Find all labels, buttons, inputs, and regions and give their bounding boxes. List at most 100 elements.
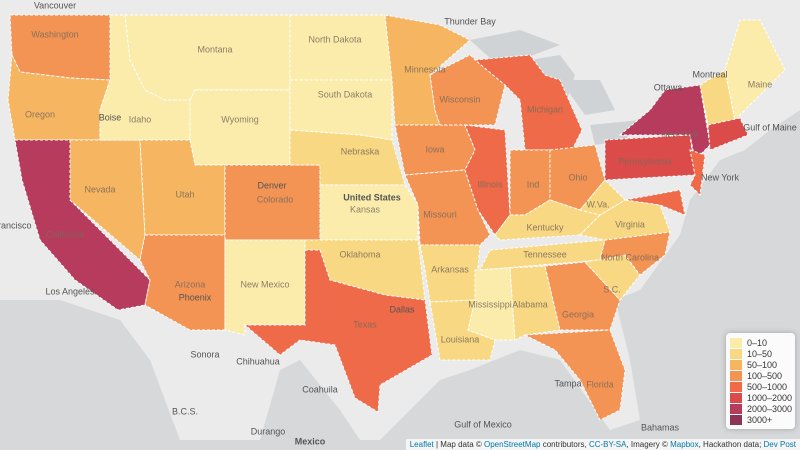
attribution-text: , Imagery ©: [626, 440, 671, 449]
place-label: Dallas: [389, 304, 415, 314]
state: [724, 19, 786, 122]
legend-label: 0–10: [747, 337, 768, 348]
state-label: Wyoming: [221, 114, 258, 124]
state-label: Washington: [31, 29, 78, 39]
place-label: Phoenix: [179, 292, 212, 302]
legend-item: 3000+: [730, 414, 795, 425]
place-label: Gulf of Maine: [743, 122, 797, 132]
legend-label: 3000+: [747, 414, 773, 425]
state-label: Florida: [586, 379, 614, 389]
place-label: Montreal: [692, 69, 727, 79]
state-label: Maine: [748, 79, 773, 89]
state-label: Kansas: [350, 204, 381, 214]
legend-swatch: [730, 392, 742, 403]
place-label: Vancouver: [34, 0, 76, 10]
state: [509, 149, 551, 216]
state-label: Iowa: [425, 144, 444, 154]
place-label: Durango: [251, 426, 286, 436]
place-label: Boise: [99, 112, 122, 122]
legend-item: 1000–2000: [730, 392, 795, 403]
state-label: Utah: [175, 189, 194, 199]
state-label: Alabama: [512, 299, 548, 309]
state: [707, 117, 749, 151]
state: [429, 54, 506, 126]
legend-item: 0–10: [730, 337, 795, 348]
attribution-text: contributors,: [540, 440, 589, 449]
state: [473, 54, 583, 151]
state-label: North Dakota: [308, 34, 361, 44]
place-label: Tampa: [554, 378, 581, 388]
state: [124, 14, 291, 101]
place-label: New York: [701, 172, 740, 182]
state-label: Missouri: [423, 209, 457, 219]
attribution: Leaflet | Map data © OpenStreetMap contr…: [405, 439, 800, 450]
place-label: Sonora: [190, 349, 219, 359]
state-label: Pennsylvania: [618, 156, 672, 166]
state-label: Minnesota: [404, 64, 446, 74]
state-label: California: [46, 229, 84, 239]
place-label: Ottawa: [654, 82, 683, 92]
legend-label: 1000–2000: [747, 392, 793, 403]
state-label: Arizona: [175, 279, 206, 289]
place-label: Mexico: [295, 436, 326, 446]
place-label: Denver: [257, 180, 286, 190]
state-label: North Carolina: [601, 252, 659, 262]
state: [289, 14, 393, 81]
state-label: Georgia: [562, 309, 594, 319]
attribution-text: , Hackathon data;: [698, 440, 764, 449]
state-label: Oregon: [25, 109, 55, 119]
state-label: Michigan: [527, 104, 563, 114]
state-label: Illinois: [477, 179, 503, 189]
legend-swatch: [730, 359, 742, 370]
state-label: W.Va.: [586, 199, 609, 209]
legend-swatch: [730, 337, 742, 348]
state-label: New York: [661, 129, 700, 139]
state-label: Ind: [527, 179, 540, 189]
legend-label: 100–500: [747, 370, 783, 381]
state: [319, 184, 419, 241]
state: [394, 124, 476, 176]
state-label: Nebraska: [341, 146, 380, 156]
place-label: Francisco: [0, 220, 32, 230]
attribution-link[interactable]: OpenStreetMap: [483, 440, 541, 449]
legend: 0–10 10–50 50–100 100–500 500–1000 1000–2000 2…: [726, 333, 795, 429]
legend-item: 10–50: [730, 348, 795, 359]
state: [464, 124, 511, 236]
state: [624, 189, 686, 216]
place-label: Gulf of Mexico: [454, 419, 512, 429]
place-label: Chihuahua: [236, 356, 280, 366]
attribution-link[interactable]: Mapbox: [670, 440, 699, 449]
legend-label: 10–50: [747, 348, 773, 359]
legend-label: 50–100: [747, 359, 778, 370]
attribution-text: | Map data ©: [433, 440, 484, 449]
legend-item: 50–100: [730, 359, 795, 370]
legend-label: 500–1000: [747, 381, 788, 392]
state-label: Tennessee: [523, 249, 567, 259]
place-label: Los Angeles: [45, 286, 95, 296]
attribution-link[interactable]: Dev Post: [763, 440, 796, 449]
state-label: Louisiana: [441, 334, 480, 344]
state: [189, 89, 291, 166]
state-label: Oklahoma: [339, 249, 380, 259]
legend-swatch: [730, 381, 742, 392]
state: [523, 329, 626, 421]
state: [689, 149, 706, 197]
state-label: South Dakota: [318, 89, 373, 99]
state-label: Texas: [353, 319, 377, 329]
attribution-link[interactable]: Leaflet: [409, 440, 434, 449]
state-label: Montana: [197, 44, 232, 54]
state: [243, 249, 433, 413]
state-label: Mississippi: [468, 299, 512, 309]
legend-item: 2000–3000: [730, 403, 795, 414]
place-label: United States: [343, 192, 401, 202]
place-label: Thunder Bay: [444, 16, 496, 26]
legend-swatch: [730, 414, 742, 425]
place-label: B.C.S.: [172, 406, 198, 416]
place-label: Coahuila: [302, 384, 338, 394]
legend-item: 500–1000: [730, 381, 795, 392]
state-label: Idaho: [129, 114, 152, 124]
legend-label: 2000–3000: [747, 403, 793, 414]
attribution-link[interactable]: CC-BY-SA: [588, 440, 627, 449]
